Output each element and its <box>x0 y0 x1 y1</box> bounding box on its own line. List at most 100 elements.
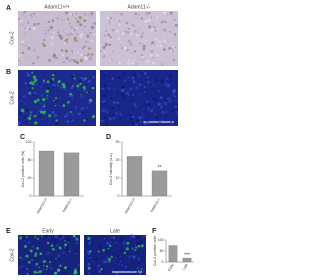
texture <box>104 51 107 53</box>
texture <box>111 236 113 238</box>
texture <box>105 71 108 74</box>
texture <box>126 49 129 52</box>
texture <box>17 121 21 125</box>
texture <box>44 32 47 35</box>
texture <box>26 261 28 263</box>
texture <box>154 113 157 116</box>
texture <box>134 249 137 252</box>
texture <box>146 100 149 103</box>
texture <box>23 103 26 105</box>
texture <box>83 12 87 16</box>
texture <box>115 13 117 15</box>
texture <box>72 234 76 238</box>
texture <box>103 34 107 37</box>
texture <box>27 240 31 244</box>
texture <box>78 112 81 116</box>
texture <box>25 44 27 47</box>
texture <box>26 268 29 270</box>
texture <box>67 100 70 104</box>
texture <box>161 20 165 24</box>
texture <box>134 105 138 108</box>
texture <box>126 241 130 245</box>
texture <box>143 122 147 125</box>
texture <box>112 259 115 262</box>
texture <box>88 272 90 274</box>
texture <box>133 59 136 62</box>
texture <box>67 33 70 36</box>
texture <box>100 108 105 113</box>
texture <box>65 249 69 253</box>
texture <box>128 58 131 62</box>
bar <box>182 257 192 263</box>
texture <box>61 82 66 87</box>
texture <box>166 13 169 16</box>
texture <box>156 15 159 19</box>
texture <box>36 246 40 250</box>
texture <box>82 44 87 49</box>
texture <box>42 269 45 272</box>
row-label: Cox-2 <box>9 248 15 262</box>
texture <box>77 263 80 267</box>
texture <box>127 28 128 30</box>
texture <box>117 75 121 80</box>
texture <box>29 110 33 114</box>
texture <box>108 90 110 92</box>
texture <box>48 26 51 28</box>
texture <box>33 47 36 49</box>
texture <box>93 251 95 253</box>
column-header: Adam11-/- <box>128 4 151 10</box>
texture <box>156 45 159 47</box>
texture <box>56 244 59 247</box>
texture <box>153 106 156 109</box>
texture <box>109 103 111 105</box>
panel-label: E <box>6 228 11 235</box>
texture <box>128 27 130 30</box>
texture <box>156 116 158 118</box>
texture <box>136 271 139 274</box>
texture <box>52 237 55 240</box>
texture <box>32 235 35 239</box>
texture <box>42 237 45 240</box>
texture <box>115 29 120 33</box>
texture <box>89 241 92 243</box>
texture <box>145 121 150 125</box>
texture <box>118 23 121 27</box>
texture <box>166 39 168 41</box>
y-tick-label: 120 <box>26 140 32 144</box>
texture <box>92 261 95 263</box>
texture <box>124 30 127 33</box>
texture <box>172 13 174 15</box>
texture <box>40 93 44 97</box>
texture <box>105 29 108 33</box>
texture <box>79 63 81 65</box>
texture <box>74 248 76 250</box>
texture <box>71 52 74 54</box>
texture <box>158 78 160 79</box>
texture <box>89 256 92 259</box>
texture <box>108 261 111 263</box>
texture <box>67 238 71 242</box>
texture <box>51 73 55 77</box>
texture <box>50 28 51 30</box>
significance: ** <box>158 165 162 171</box>
texture <box>90 48 92 50</box>
texture <box>71 58 73 61</box>
panel-label: C <box>20 134 25 141</box>
texture <box>138 257 140 259</box>
texture <box>148 25 152 29</box>
texture <box>87 242 91 245</box>
texture <box>29 92 33 95</box>
texture <box>57 79 61 84</box>
texture <box>59 97 62 99</box>
texture <box>24 27 27 30</box>
texture <box>143 116 145 118</box>
texture <box>155 54 159 57</box>
texture <box>107 247 110 250</box>
micrograph <box>100 11 178 66</box>
texture <box>67 241 69 243</box>
texture <box>82 118 84 120</box>
texture <box>147 49 149 51</box>
panel-label: A <box>6 5 11 12</box>
texture <box>114 105 116 107</box>
texture <box>106 239 108 241</box>
